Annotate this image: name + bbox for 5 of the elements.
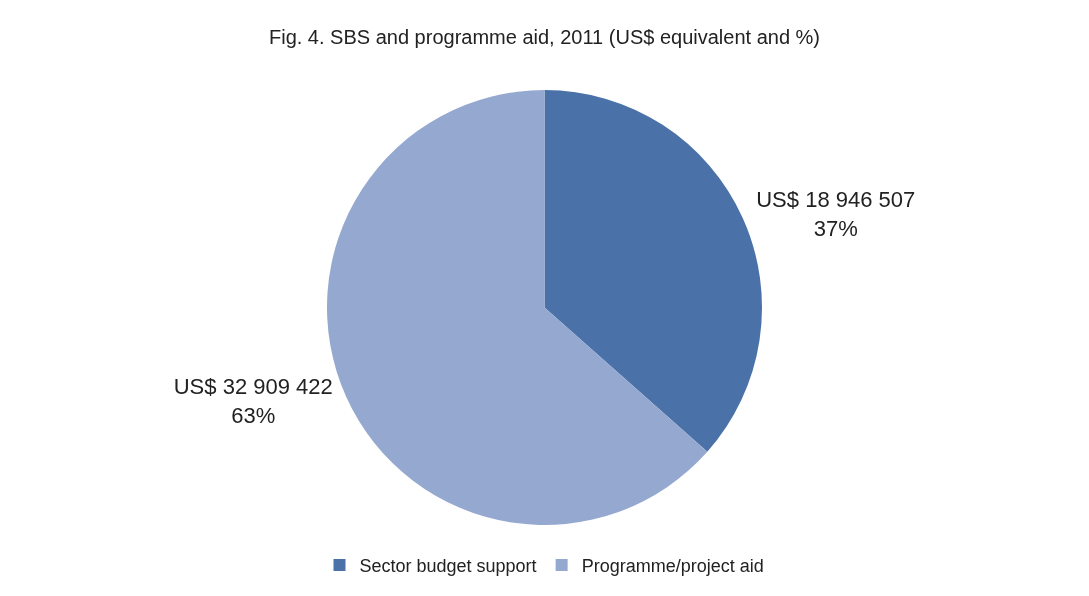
legend-label: Programme/project aid (581, 555, 764, 576)
data-label: US$ 18 946 507 37% (756, 186, 916, 241)
data-label: US$ 32 909 422 63% (173, 374, 333, 429)
legend-label: Sector budget support (359, 555, 537, 576)
chart-title: Fig. 4. SBS and programme aid, 2011 (US$ equivalent and %) (268, 25, 821, 48)
